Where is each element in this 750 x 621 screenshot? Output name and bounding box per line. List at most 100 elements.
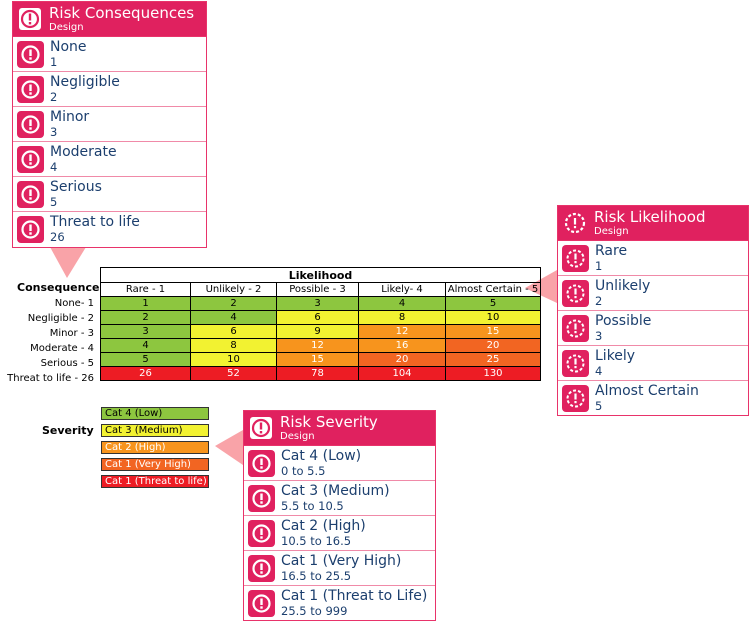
matrix-cell: 2 bbox=[100, 310, 191, 325]
matrix-cell: 8 bbox=[358, 310, 446, 325]
dashed-alert-circle-icon bbox=[562, 314, 589, 342]
row-label: Threat to life - 26 bbox=[7, 373, 94, 384]
dashed-alert-circle-icon bbox=[562, 244, 589, 272]
item-value: 5 bbox=[50, 194, 58, 209]
item-label: Cat 2 (High) bbox=[281, 518, 366, 535]
likelihood-pointer bbox=[525, 270, 557, 303]
item-label: Negligible bbox=[50, 74, 120, 91]
item-value: 1 bbox=[50, 54, 58, 69]
item-label: Threat to life bbox=[50, 214, 140, 231]
matrix-cell: 9 bbox=[276, 324, 359, 339]
item-label: None bbox=[50, 39, 87, 56]
matrix-cell: 26 bbox=[100, 366, 191, 381]
row-label: Moderate - 4 bbox=[30, 343, 94, 354]
severity-legend-item: Cat 2 (High) bbox=[101, 441, 209, 454]
matrix-cell: 5 bbox=[445, 296, 541, 311]
row-label: Minor - 3 bbox=[49, 328, 94, 339]
risk-matrix: Likelihood Rare - 1 Unlikely - 2 Possible … bbox=[100, 267, 541, 381]
row-label: Negligible - 2 bbox=[27, 313, 94, 324]
matrix-cell: 16 bbox=[358, 338, 446, 353]
matrix-cell: 15 bbox=[445, 324, 541, 339]
exclamation-circle-icon bbox=[17, 180, 44, 208]
matrix-cell: 20 bbox=[445, 338, 541, 353]
item-value: 16.5 to 25.5 bbox=[281, 568, 352, 583]
matrix-cell: 3 bbox=[276, 296, 359, 311]
matrix-cell: 52 bbox=[190, 366, 277, 381]
list-item[interactable]: Negligible 2 bbox=[13, 71, 206, 106]
severity-legend-item: Cat 1 (Threat to life) bbox=[101, 475, 209, 488]
matrix-cell: 12 bbox=[276, 338, 359, 353]
list-item[interactable]: Rare 1 bbox=[558, 241, 748, 275]
matrix-cell: 20 bbox=[358, 352, 446, 367]
matrix-row: 5 10 15 20 25 bbox=[100, 352, 541, 367]
list-item[interactable]: Almost Certain 5 bbox=[558, 380, 748, 415]
item-value: 2 bbox=[595, 293, 603, 308]
dashed-alert-circle-icon bbox=[562, 279, 589, 307]
list-item[interactable]: Possible 3 bbox=[558, 310, 748, 345]
item-value: 26 bbox=[50, 229, 65, 244]
list-item[interactable]: Likely 4 bbox=[558, 345, 748, 380]
exclamation-circle-icon bbox=[17, 40, 44, 68]
exclamation-circle-icon bbox=[248, 519, 275, 547]
matrix-cell: 8 bbox=[190, 338, 277, 353]
item-value: 4 bbox=[50, 159, 58, 174]
matrix-cell: 4 bbox=[358, 296, 446, 311]
item-label: Serious bbox=[50, 179, 102, 196]
item-label: Almost Certain bbox=[595, 383, 699, 400]
card-subtitle: Design bbox=[594, 225, 629, 237]
list-item[interactable]: Cat 1 (Threat to Life) 25.5 to 999 bbox=[244, 585, 435, 620]
list-item[interactable]: None 1 bbox=[13, 37, 206, 71]
item-value: 10.5 to 16.5 bbox=[281, 533, 352, 548]
matrix-cell: 6 bbox=[190, 324, 277, 339]
list-item[interactable]: Threat to life 26 bbox=[13, 211, 206, 246]
exclamation-circle-icon bbox=[17, 75, 44, 103]
item-value: 5.5 to 10.5 bbox=[281, 498, 344, 513]
card-header: Risk Severity Design bbox=[244, 411, 435, 446]
item-label: Minor bbox=[50, 109, 90, 126]
item-value: 3 bbox=[595, 328, 603, 343]
matrix-cell: 1 bbox=[100, 296, 191, 311]
dashed-alert-circle-icon bbox=[562, 384, 589, 412]
matrix-cell: 104 bbox=[358, 366, 446, 381]
item-value: 0 to 5.5 bbox=[281, 463, 326, 478]
card-title: Risk Likelihood bbox=[594, 207, 706, 226]
list-item[interactable]: Unlikely 2 bbox=[558, 275, 748, 310]
dashed-alert-circle-icon bbox=[564, 212, 586, 234]
exclamation-circle-icon bbox=[250, 417, 272, 439]
risk-severity-card: Risk Severity Design Cat 4 (Low) 0 to 5.5… bbox=[243, 410, 436, 621]
matrix-cell: 25 bbox=[445, 352, 541, 367]
exclamation-circle-icon bbox=[248, 589, 275, 617]
column-header: Possible - 3 bbox=[276, 282, 359, 297]
card-header: Risk Likelihood Design bbox=[558, 206, 748, 241]
exclamation-circle-icon bbox=[248, 449, 275, 477]
list-item[interactable]: Cat 3 (Medium) 5.5 to 10.5 bbox=[244, 480, 435, 515]
exclamation-circle-icon bbox=[19, 8, 41, 30]
column-header: Likely- 4 bbox=[358, 282, 446, 297]
column-header: Almost Certain - 5 bbox=[445, 282, 541, 297]
list-item[interactable]: Cat 4 (Low) 0 to 5.5 bbox=[244, 446, 435, 480]
row-label: Serious - 5 bbox=[40, 358, 94, 369]
item-label: Unlikely bbox=[595, 278, 651, 295]
severity-pointer bbox=[215, 430, 243, 465]
matrix-cell: 10 bbox=[190, 352, 277, 367]
item-value: 5 bbox=[595, 398, 603, 413]
matrix-row: 2 4 6 8 10 bbox=[100, 310, 541, 325]
item-label: Cat 4 (Low) bbox=[281, 448, 362, 465]
matrix-cell: 10 bbox=[445, 310, 541, 325]
item-label: Cat 1 (Very High) bbox=[281, 553, 402, 570]
matrix-cell: 5 bbox=[100, 352, 191, 367]
matrix-cell: 4 bbox=[190, 310, 277, 325]
card-title: Risk Consequences bbox=[49, 3, 195, 22]
card-header: Risk Consequences Design bbox=[13, 2, 206, 37]
dashed-alert-circle-icon bbox=[562, 349, 589, 377]
list-item[interactable]: Moderate 4 bbox=[13, 141, 206, 176]
consequence-axis-label: Consequence bbox=[17, 281, 100, 294]
list-item[interactable]: Serious 5 bbox=[13, 176, 206, 211]
item-label: Cat 1 (Threat to Life) bbox=[281, 588, 428, 605]
column-header: Rare - 1 bbox=[100, 282, 191, 297]
list-item[interactable]: Cat 2 (High) 10.5 to 16.5 bbox=[244, 515, 435, 550]
list-item[interactable]: Cat 1 (Very High) 16.5 to 25.5 bbox=[244, 550, 435, 585]
matrix-cell: 15 bbox=[276, 352, 359, 367]
list-item[interactable]: Minor 3 bbox=[13, 106, 206, 141]
matrix-row: 26 52 78 104 130 bbox=[100, 366, 541, 381]
